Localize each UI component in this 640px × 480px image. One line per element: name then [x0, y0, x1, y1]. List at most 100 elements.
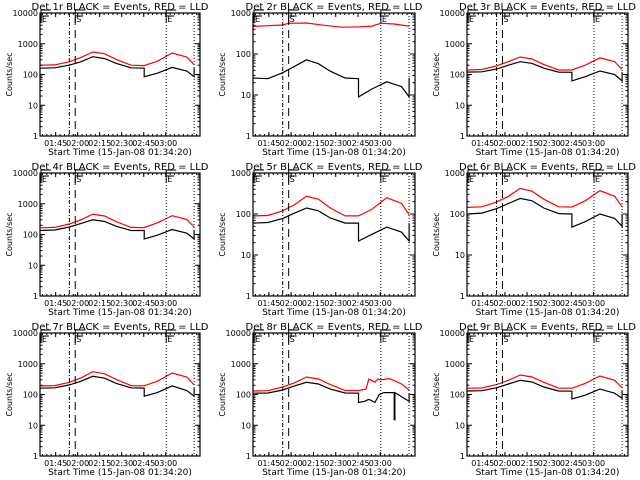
y-tick-label: 10 — [241, 421, 251, 430]
x-tick-label: 02:30 — [324, 139, 347, 148]
y-tick-label: 1 — [246, 132, 251, 141]
y-tick-label: 1 — [460, 452, 465, 461]
x-tick-label: 03:00 — [154, 459, 177, 468]
x-tick-label: 02:30 — [324, 299, 347, 308]
marker-bracket — [467, 169, 478, 183]
y-tick-label: 10 — [455, 101, 465, 110]
chart-panel-9: E S E 1 10 100 1000 10000 01:45 02:00 02:15 02:30 02… — [432, 322, 636, 478]
marker-label: E — [382, 15, 387, 24]
marker-label: E — [255, 15, 260, 24]
chart-panel-8: E S E 1 10 100 1000 10000 01:45 02:00 02:15 02:30 02… — [218, 322, 423, 478]
y-tick-label: 1 — [33, 452, 38, 461]
chart-panel-4: E S E 1 10 100 1000 10000 01:4502:0002:1502:3002… — [5, 162, 209, 318]
marker-bracket — [288, 169, 299, 183]
y-tick-label: 10 — [241, 91, 251, 100]
y-tick-label: 1000 — [18, 200, 38, 209]
marker-bracket — [501, 329, 513, 343]
x-axis-label: Start Time (15-Jan-08 01:34:20) — [476, 148, 620, 158]
x-tick-label: 02:00 — [493, 139, 516, 148]
chart-title: Det 6r BLACK = Events, RED = LLD — [459, 162, 636, 173]
x-tick-label: 01:45 — [44, 139, 67, 148]
y-axis-label: Counts/sec — [5, 212, 14, 256]
x-tick-label: 02:15 — [516, 139, 539, 148]
y-tick-label: 10000 — [226, 329, 251, 338]
y-tick-label: 10 — [28, 261, 38, 270]
chart-panel-1: E S E 1 10 100 1000 10000 01:4502:0002:1502:3002… — [5, 2, 209, 158]
x-tick-label: 02:00 — [66, 299, 89, 308]
marker-label: S — [290, 15, 295, 24]
y-tick-label: 10000 — [440, 9, 465, 18]
y-axis-label: Counts/sec — [432, 52, 441, 96]
x-tick-label: 01:45 — [257, 299, 280, 308]
x-tick-label: 02:45 — [132, 459, 155, 468]
y-tick-label: 10000 — [13, 329, 38, 338]
y-tick-label: 10 — [455, 251, 465, 260]
y-axis-label: Counts/sec — [218, 52, 227, 96]
marker-label: E — [469, 175, 474, 184]
marker-label: S — [503, 335, 508, 344]
marker-bracket — [380, 9, 391, 23]
series-line-events — [39, 219, 195, 241]
marker-bracket — [501, 169, 513, 183]
x-tick-label: 03:00 — [582, 299, 605, 308]
plot-frame — [252, 332, 416, 457]
x-tick-label: 02:15 — [88, 139, 111, 148]
y-tick-label: 10000 — [13, 9, 38, 18]
y-tick-label: 100 — [450, 210, 465, 219]
marker-label: E — [469, 335, 474, 344]
marker-label: E — [382, 335, 387, 344]
series-line-events — [466, 61, 623, 83]
marker-bracket — [165, 169, 177, 183]
x-tick-label: 02:30 — [110, 459, 133, 468]
marker-label: E — [167, 175, 172, 184]
y-tick-label: 1000 — [18, 360, 38, 369]
marker-bracket — [593, 329, 605, 343]
y-tick-label: 10000 — [13, 169, 38, 178]
x-axis-label: Start Time (15-Jan-08 01:34:20) — [48, 148, 192, 158]
chart-panel-6: E S E 1 10 100 1000 01:45 02:00 02:15 02:30 02:45 03… — [432, 162, 636, 318]
x-tick-label: 03:00 — [369, 459, 392, 468]
x-tick-label: 02:45 — [560, 459, 583, 468]
x-tick-label: 02:45 — [560, 139, 583, 148]
x-tick-label: 02:00 — [66, 139, 89, 148]
chart-panel-2: E S E 1 10 100 1000 01:45 02:00 02:15 02:30 02:45 03… — [218, 2, 423, 158]
x-tick-label: 02:30 — [110, 139, 133, 148]
marker-bracket — [74, 169, 86, 183]
marker-bracket — [165, 9, 177, 23]
x-axis-label: Start Time (15-Jan-08 01:34:20) — [262, 148, 406, 158]
x-tick-label: 02:15 — [302, 299, 325, 308]
series-line-events — [252, 207, 410, 243]
x-tick-label: 02:45 — [560, 299, 583, 308]
marker-label: E — [255, 335, 260, 344]
series-line-events — [466, 379, 623, 400]
marker-bracket — [288, 9, 299, 23]
plot-frame — [39, 172, 201, 297]
chart-panel-7: E S E 1 10 100 1000 10000 01:4502:0002:1502:3002… — [5, 322, 209, 478]
x-tick-label: 01:45 — [257, 139, 280, 148]
chart-title: Det 2r BLACK = Events, RED = LLD — [246, 2, 423, 13]
x-tick-label: 02:15 — [516, 299, 539, 308]
marker-label: E — [167, 15, 172, 24]
x-tick-label: 01:45 — [44, 459, 67, 468]
x-tick-label: 02:00 — [280, 299, 303, 308]
x-axis-label: Start Time (15-Jan-08 01:34:20) — [262, 468, 406, 478]
y-tick-label: 100 — [236, 50, 251, 59]
chart-title: Det 3r BLACK = Events, RED = LLD — [459, 2, 636, 13]
series-line-lld — [39, 213, 195, 229]
y-tick-label: 10 — [28, 101, 38, 110]
series-line-events — [252, 381, 410, 421]
y-axis-label: Counts/sec — [5, 52, 14, 96]
plot-frame — [466, 12, 629, 137]
y-tick-label: 10 — [241, 251, 251, 260]
x-tick-label: 02:15 — [302, 139, 325, 148]
marker-bracket — [288, 329, 299, 343]
y-tick-label: 10 — [28, 421, 38, 430]
x-tick-label: 02:45 — [347, 459, 370, 468]
series-line-lld — [466, 374, 623, 389]
marker-label: E — [42, 335, 47, 344]
y-tick-label: 100 — [450, 391, 465, 400]
y-tick-label: 100 — [23, 231, 38, 240]
plot-frame — [39, 332, 201, 457]
x-tick-label: 01:45 — [471, 299, 494, 308]
